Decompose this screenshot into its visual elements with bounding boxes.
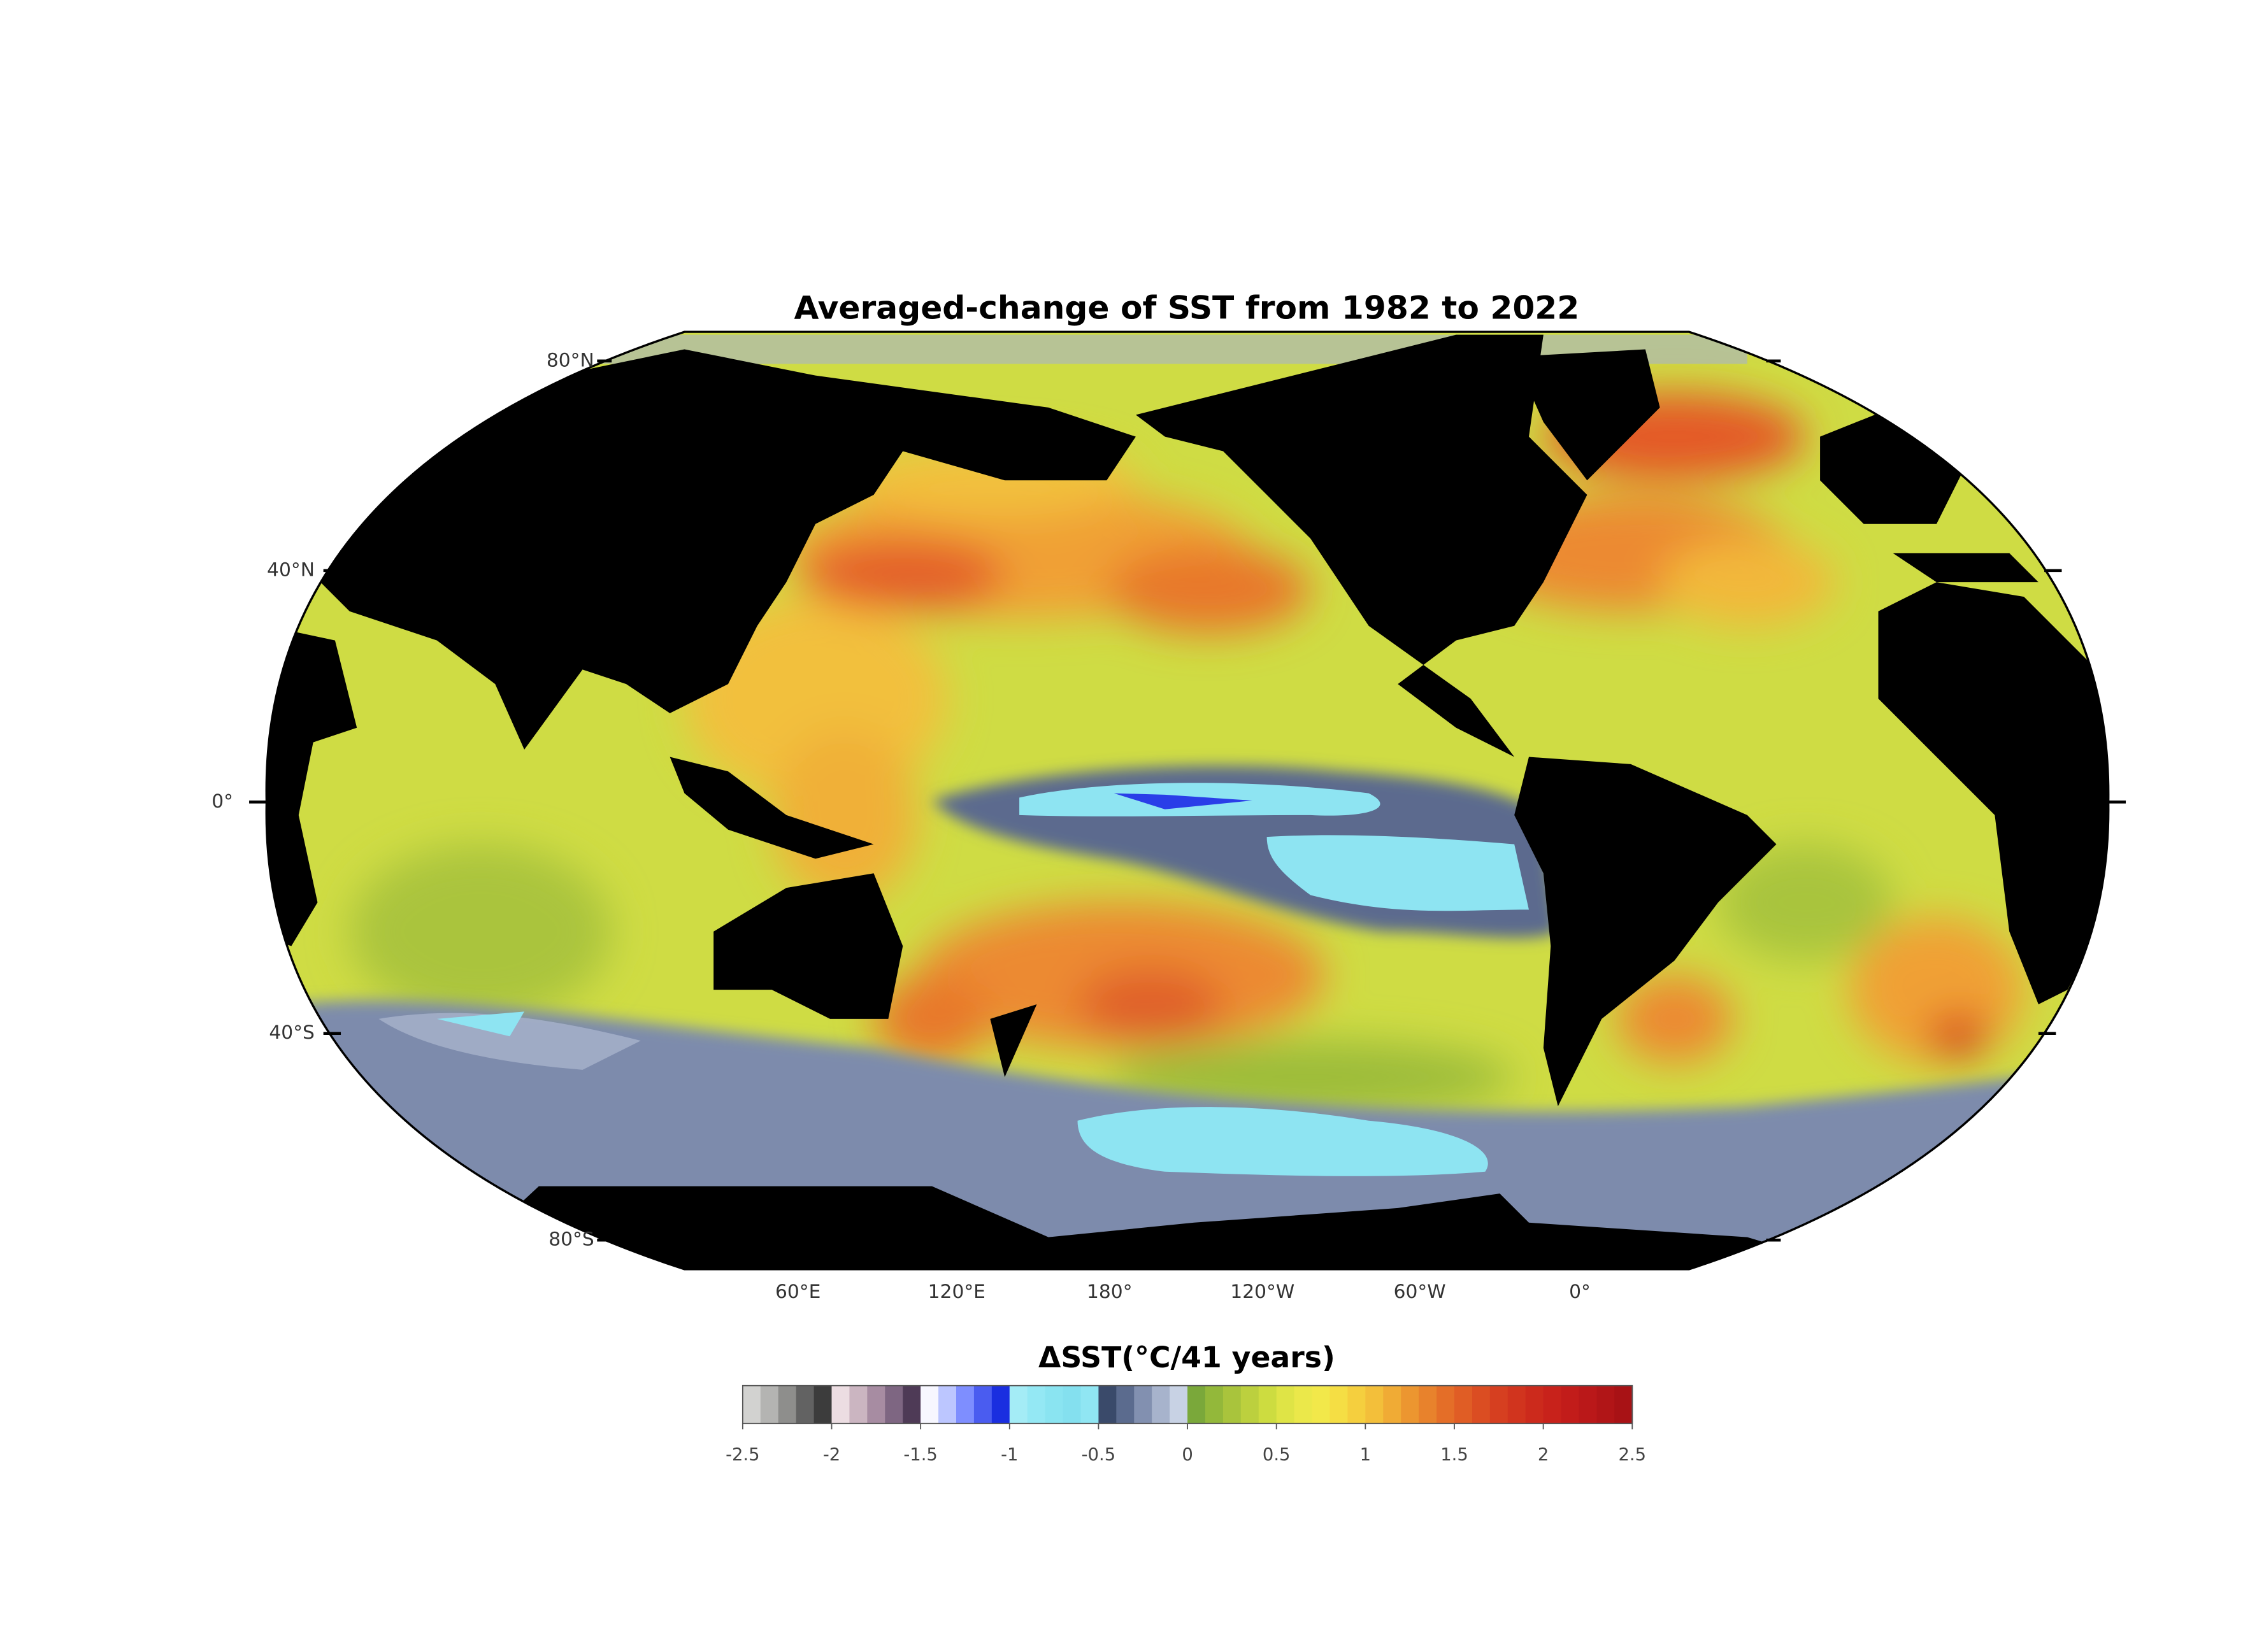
colorbar-segment (885, 1385, 904, 1424)
colorbar-label: ΔSST(°C/41 years) (1038, 1341, 1335, 1374)
map-outline (265, 331, 2110, 1271)
colorbar-segment (1329, 1385, 1349, 1424)
lon-label: 0° (1569, 1281, 1591, 1303)
colorbar-tick-label: 2.5 (1618, 1445, 1646, 1465)
colorbar-segment (742, 1385, 761, 1424)
colorbar-tick-label: 1.5 (1440, 1445, 1468, 1465)
colorbar-segment (1614, 1385, 1633, 1424)
colorbar-segment (1365, 1385, 1384, 1424)
colorbar-tick-label: -2 (823, 1445, 840, 1465)
colorbar-segment (1187, 1385, 1206, 1424)
colorbar-tick-label: -1 (1001, 1445, 1018, 1465)
colorbar-segment (1525, 1385, 1544, 1424)
colorbar-segment (1472, 1385, 1491, 1424)
colorbar-segment (1454, 1385, 1473, 1424)
land (266, 334, 2109, 1269)
colorbar-segment (1489, 1385, 1508, 1424)
colorbar-segment (973, 1385, 992, 1424)
colorbar-segment (1543, 1385, 1562, 1424)
colorbar-segment (1116, 1385, 1135, 1424)
lon-label: 60°E (775, 1281, 820, 1303)
colorbar-segment (778, 1385, 797, 1424)
colorbar-segment (796, 1385, 815, 1424)
colorbar-segment (1063, 1385, 1082, 1424)
map-title: Averaged-change of SST from 1982 to 2022 (794, 288, 1580, 326)
colorbar-segment (1009, 1385, 1028, 1424)
lon-label: 120°E (928, 1281, 985, 1303)
lat-label: 40°N (267, 559, 315, 581)
colorbar-segment (903, 1385, 922, 1424)
colorbar-tick-label: -1.5 (903, 1445, 937, 1465)
graticule-ticks (249, 359, 2126, 1242)
colorbar-tick-label: -0.5 (1082, 1445, 1115, 1465)
lat-label: 80°N (547, 349, 594, 371)
lat-label: 0° (211, 790, 233, 813)
colorbar-tick-label: 0 (1182, 1445, 1193, 1465)
colorbar-segment (1294, 1385, 1313, 1424)
colorbar-segment (849, 1385, 868, 1424)
colorbar-segment (1401, 1385, 1420, 1424)
colorbar-segment (1383, 1385, 1402, 1424)
colorbar-tick-label: 2 (1538, 1445, 1549, 1465)
colorbar-segment (1437, 1385, 1455, 1424)
colorbar-segment (831, 1385, 850, 1424)
colorbar-tick-label: 1 (1360, 1445, 1371, 1465)
colorbar-segment (1027, 1385, 1046, 1424)
colorbar-segment (921, 1385, 939, 1424)
colorbar-segment (1347, 1385, 1366, 1424)
colorbar-tick-label: -2.5 (726, 1445, 759, 1465)
colorbar-segment (1561, 1385, 1580, 1424)
colorbar-segment (1312, 1385, 1331, 1424)
colorbar: -2.5 -2 -1.5 -1 -0.5 0 0.5 1 1.5 2 2.5 (726, 1385, 1646, 1465)
colorbar-segment (1507, 1385, 1526, 1424)
colorbar-segment (813, 1385, 833, 1424)
colorbar-segment (1222, 1385, 1242, 1424)
lon-label: 180° (1087, 1281, 1133, 1303)
colorbar-segment (760, 1385, 779, 1424)
colorbar-segment (1276, 1385, 1295, 1424)
colorbar-segment (1170, 1385, 1188, 1424)
colorbar-segment (867, 1385, 886, 1424)
colorbar-segment (956, 1385, 975, 1424)
colorbar-segment (1579, 1385, 1598, 1424)
colorbar-segment (1080, 1385, 1100, 1424)
colorbar-segment (1098, 1385, 1117, 1424)
colorbar-segment (991, 1385, 1010, 1424)
colorbar-segment (1419, 1385, 1437, 1424)
colorbar-segment (938, 1385, 957, 1424)
colorbar-segment (1134, 1385, 1153, 1424)
map-body (266, 332, 2109, 1269)
lat-label: 80°S (548, 1228, 594, 1251)
lon-label: 60°W (1394, 1281, 1446, 1303)
lon-label: 120°W (1230, 1281, 1294, 1303)
colorbar-segment (1045, 1385, 1064, 1424)
colorbar-segment (1596, 1385, 1616, 1424)
colorbar-segment (1258, 1385, 1277, 1424)
colorbar-segment (1205, 1385, 1224, 1424)
lat-label: 40°S (269, 1022, 315, 1044)
colorbar-tick-label: 0.5 (1263, 1445, 1291, 1465)
colorbar-segment (1240, 1385, 1259, 1424)
colorbar-segment (1152, 1385, 1171, 1424)
